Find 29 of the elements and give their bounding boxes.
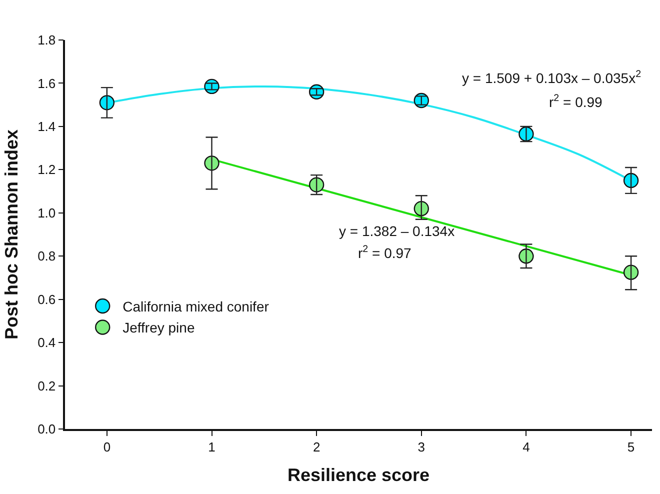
y-tick-label: 0.8 — [38, 248, 56, 264]
y-axis-title: Post hoc Shannon index — [1, 129, 22, 340]
y-tick-label: 0.2 — [38, 378, 56, 394]
annotation: y = 1.509 + 0.103x – 0.035x$^{2}$ — [462, 69, 642, 86]
annotation: y = 1.382 – 0.134x — [339, 223, 455, 239]
x-tick-label: 3 — [418, 439, 426, 454]
y-tick-label: 1.0 — [38, 205, 56, 220]
x-tick-label: 0 — [103, 439, 111, 454]
x-tick-label: 4 — [522, 439, 530, 454]
y-tick-label: 1.6 — [38, 76, 56, 91]
point — [623, 172, 639, 188]
y-tick-label: 0.0 — [38, 422, 56, 437]
point — [414, 200, 429, 216]
x-tick-label: 2 — [312, 439, 320, 454]
y-tick-label: 0.4 — [38, 335, 56, 350]
annotation: r$^{2}$ = 0.99 — [549, 93, 603, 110]
x-tick-label: 5 — [627, 439, 635, 454]
point — [414, 92, 429, 108]
x-tick-label: 1 — [208, 439, 216, 454]
legend-label: California mixed conifer — [122, 298, 270, 314]
y-tick-label: 1.2 — [38, 162, 56, 178]
y-tick-label: 1.8 — [38, 32, 56, 48]
point — [623, 264, 639, 280]
y-tick-label: 0.6 — [38, 292, 56, 307]
annotation: r$^{2}$ = 0.97 — [358, 244, 412, 261]
legend-label: Jeffrey pine — [122, 320, 195, 336]
point — [99, 95, 115, 110]
x-axis-title: Resilience score — [287, 464, 430, 485]
y-tick-label: 1.4 — [38, 118, 56, 134]
